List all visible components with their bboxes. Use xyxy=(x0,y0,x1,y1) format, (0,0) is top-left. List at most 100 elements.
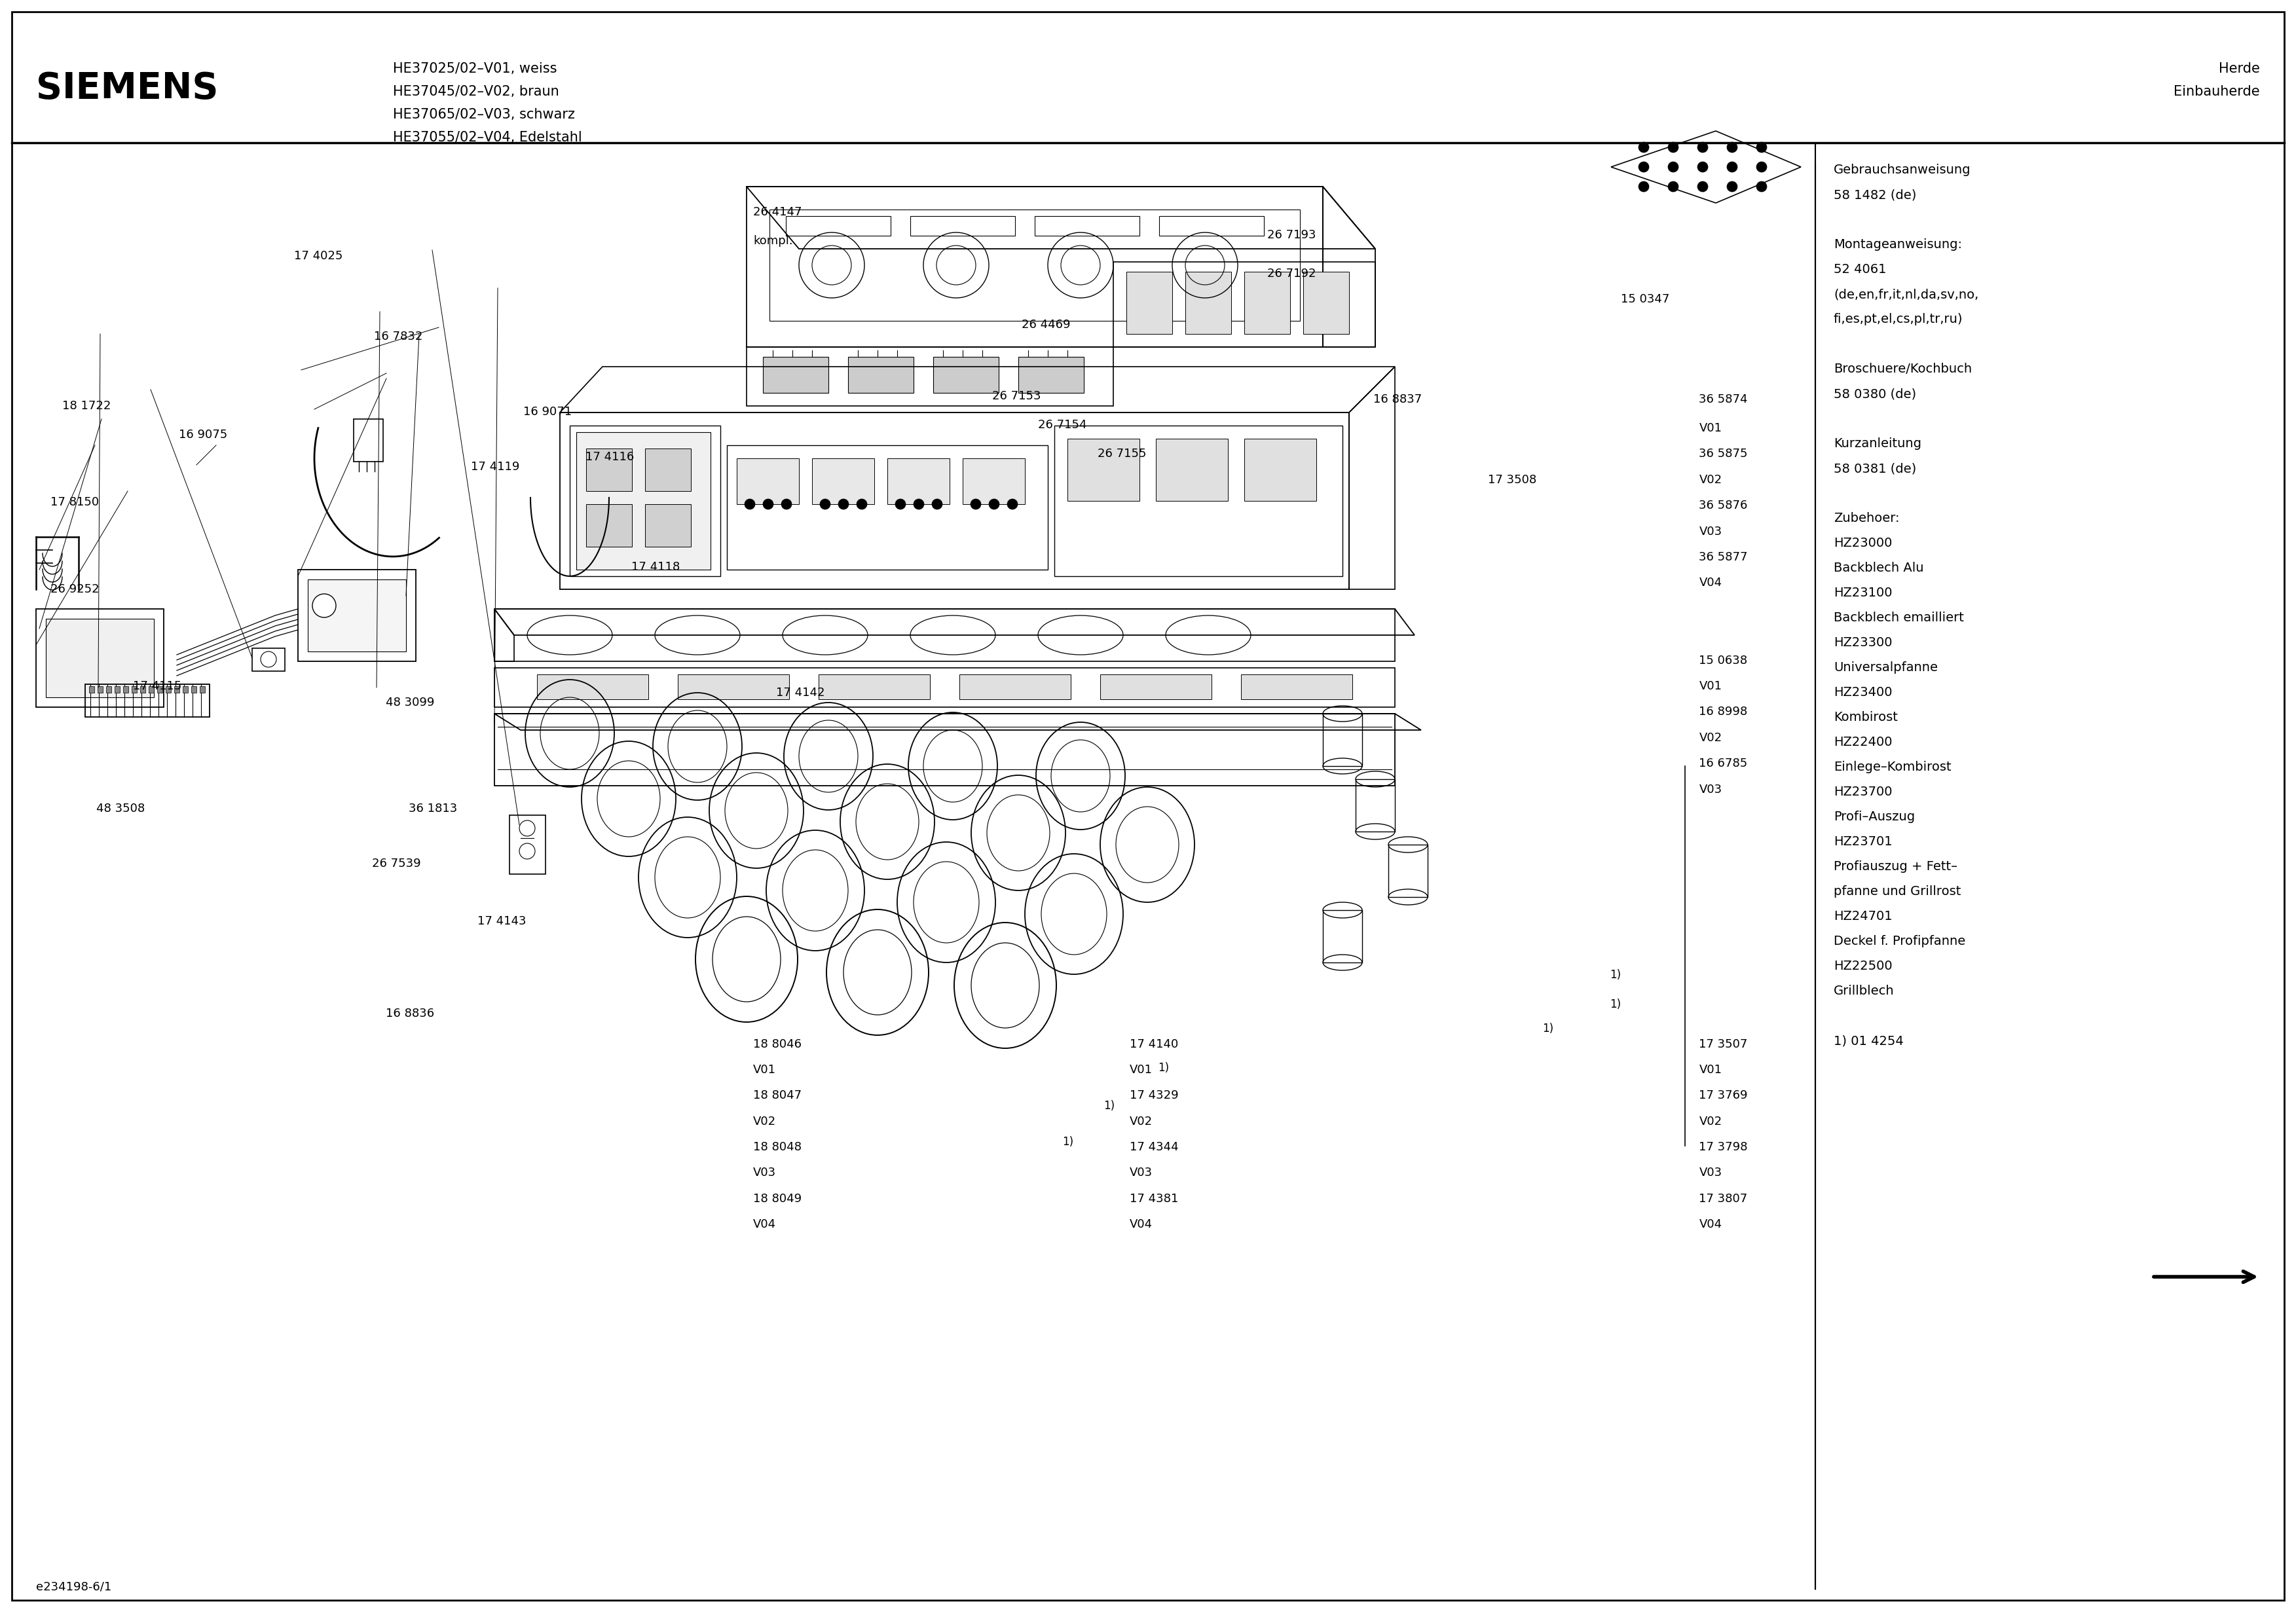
Ellipse shape xyxy=(1639,182,1649,192)
Polygon shape xyxy=(149,687,154,693)
Text: HZ23300: HZ23300 xyxy=(1835,637,1892,650)
Ellipse shape xyxy=(1667,182,1678,192)
Text: Gebrauchsanweisung: Gebrauchsanweisung xyxy=(1835,164,1970,176)
Text: 17 4140: 17 4140 xyxy=(1130,1038,1178,1049)
Polygon shape xyxy=(813,458,875,505)
Polygon shape xyxy=(960,674,1070,700)
Text: V01: V01 xyxy=(753,1064,776,1075)
Ellipse shape xyxy=(312,593,335,617)
Text: V02: V02 xyxy=(1699,474,1722,485)
Text: 18 8046: 18 8046 xyxy=(753,1038,801,1049)
Text: 18 1722: 18 1722 xyxy=(62,400,110,411)
Text: e234198-6/1: e234198-6/1 xyxy=(37,1581,113,1593)
Text: Profi–Auszug: Profi–Auszug xyxy=(1835,811,1915,824)
Polygon shape xyxy=(762,356,829,393)
Text: V04: V04 xyxy=(1699,577,1722,588)
Text: 26 4147: 26 4147 xyxy=(753,206,801,218)
Text: V01: V01 xyxy=(1699,1064,1722,1075)
Text: HZ23400: HZ23400 xyxy=(1835,687,1892,698)
Text: V04: V04 xyxy=(1130,1219,1153,1230)
Text: 36 1813: 36 1813 xyxy=(409,803,457,814)
Ellipse shape xyxy=(1756,161,1768,172)
Text: V02: V02 xyxy=(1699,732,1722,743)
Polygon shape xyxy=(962,458,1024,505)
Text: 16 8836: 16 8836 xyxy=(386,1008,434,1019)
Polygon shape xyxy=(46,619,154,698)
Text: 58 1482 (de): 58 1482 (de) xyxy=(1835,189,1917,202)
Text: 18 8048: 18 8048 xyxy=(753,1141,801,1153)
Text: HE37025/02–V01, weiss: HE37025/02–V01, weiss xyxy=(393,63,558,76)
Text: 48 3508: 48 3508 xyxy=(96,803,145,814)
Polygon shape xyxy=(96,687,103,693)
Polygon shape xyxy=(932,356,999,393)
Ellipse shape xyxy=(1756,182,1768,192)
Text: 1): 1) xyxy=(1609,969,1621,980)
Text: pfanne und Grillrost: pfanne und Grillrost xyxy=(1835,885,1961,898)
Text: 15 0638: 15 0638 xyxy=(1699,654,1747,666)
Ellipse shape xyxy=(1008,500,1017,509)
Text: 1) 01 4254: 1) 01 4254 xyxy=(1835,1035,1903,1046)
Ellipse shape xyxy=(1667,161,1678,172)
Text: V03: V03 xyxy=(1699,1167,1722,1178)
Text: HZ23700: HZ23700 xyxy=(1835,785,1892,798)
Text: 36 5875: 36 5875 xyxy=(1699,448,1747,459)
Text: V01: V01 xyxy=(1699,680,1722,692)
Polygon shape xyxy=(677,674,790,700)
Polygon shape xyxy=(1155,438,1228,501)
Ellipse shape xyxy=(1697,182,1708,192)
Text: V03: V03 xyxy=(1130,1167,1153,1178)
Text: 26 7539: 26 7539 xyxy=(372,858,420,869)
Text: 17 4115: 17 4115 xyxy=(133,680,181,692)
Text: 16 8998: 16 8998 xyxy=(1699,706,1747,717)
Text: kompl.: kompl. xyxy=(753,235,792,247)
Polygon shape xyxy=(1100,674,1212,700)
Text: V04: V04 xyxy=(753,1219,776,1230)
Text: 26 7155: 26 7155 xyxy=(1097,448,1146,459)
Text: 16 6785: 16 6785 xyxy=(1699,758,1747,769)
Polygon shape xyxy=(191,687,197,693)
Text: Zubehoer:: Zubehoer: xyxy=(1835,513,1899,524)
Ellipse shape xyxy=(971,500,980,509)
Ellipse shape xyxy=(1727,142,1738,153)
Polygon shape xyxy=(131,687,138,693)
Ellipse shape xyxy=(1697,142,1708,153)
Text: 26 7153: 26 7153 xyxy=(992,390,1040,401)
Text: (de,en,fr,it,nl,da,sv,no,: (de,en,fr,it,nl,da,sv,no, xyxy=(1835,289,1979,300)
Text: 48 3099: 48 3099 xyxy=(386,696,434,708)
Polygon shape xyxy=(1242,674,1352,700)
Text: 17 3807: 17 3807 xyxy=(1699,1193,1747,1204)
Text: 17 4025: 17 4025 xyxy=(294,250,342,261)
Text: V03: V03 xyxy=(1699,783,1722,795)
Text: Profiauszug + Fett–: Profiauszug + Fett– xyxy=(1835,861,1958,872)
Text: HZ23100: HZ23100 xyxy=(1835,587,1892,600)
Ellipse shape xyxy=(1667,142,1678,153)
Text: 17 3798: 17 3798 xyxy=(1699,1141,1747,1153)
Ellipse shape xyxy=(1697,161,1708,172)
Text: 1): 1) xyxy=(1063,1136,1075,1148)
Text: V01: V01 xyxy=(1130,1064,1153,1075)
Polygon shape xyxy=(184,687,188,693)
Text: 17 4142: 17 4142 xyxy=(776,687,824,698)
Text: 1): 1) xyxy=(1104,1099,1114,1112)
Text: 58 0381 (de): 58 0381 (de) xyxy=(1835,463,1917,474)
Text: Deckel f. Profipfanne: Deckel f. Profipfanne xyxy=(1835,935,1965,948)
Ellipse shape xyxy=(1639,161,1649,172)
Text: V03: V03 xyxy=(753,1167,776,1178)
Text: V02: V02 xyxy=(753,1116,776,1127)
Text: 26 7193: 26 7193 xyxy=(1267,229,1316,240)
Polygon shape xyxy=(847,356,914,393)
Text: 17 3769: 17 3769 xyxy=(1699,1090,1747,1101)
Text: V02: V02 xyxy=(1130,1116,1153,1127)
Text: 52 4061: 52 4061 xyxy=(1835,263,1887,276)
Polygon shape xyxy=(1068,438,1139,501)
Text: 17 4119: 17 4119 xyxy=(471,461,519,472)
Text: V04: V04 xyxy=(1699,1219,1722,1230)
Text: V03: V03 xyxy=(1699,526,1722,537)
Text: Universalpfanne: Universalpfanne xyxy=(1835,661,1938,674)
Text: 16 7832: 16 7832 xyxy=(374,330,422,342)
Polygon shape xyxy=(645,448,691,492)
Text: Kombirost: Kombirost xyxy=(1835,711,1899,724)
Text: 1): 1) xyxy=(1157,1062,1169,1074)
Ellipse shape xyxy=(1727,161,1738,172)
Polygon shape xyxy=(576,432,709,569)
